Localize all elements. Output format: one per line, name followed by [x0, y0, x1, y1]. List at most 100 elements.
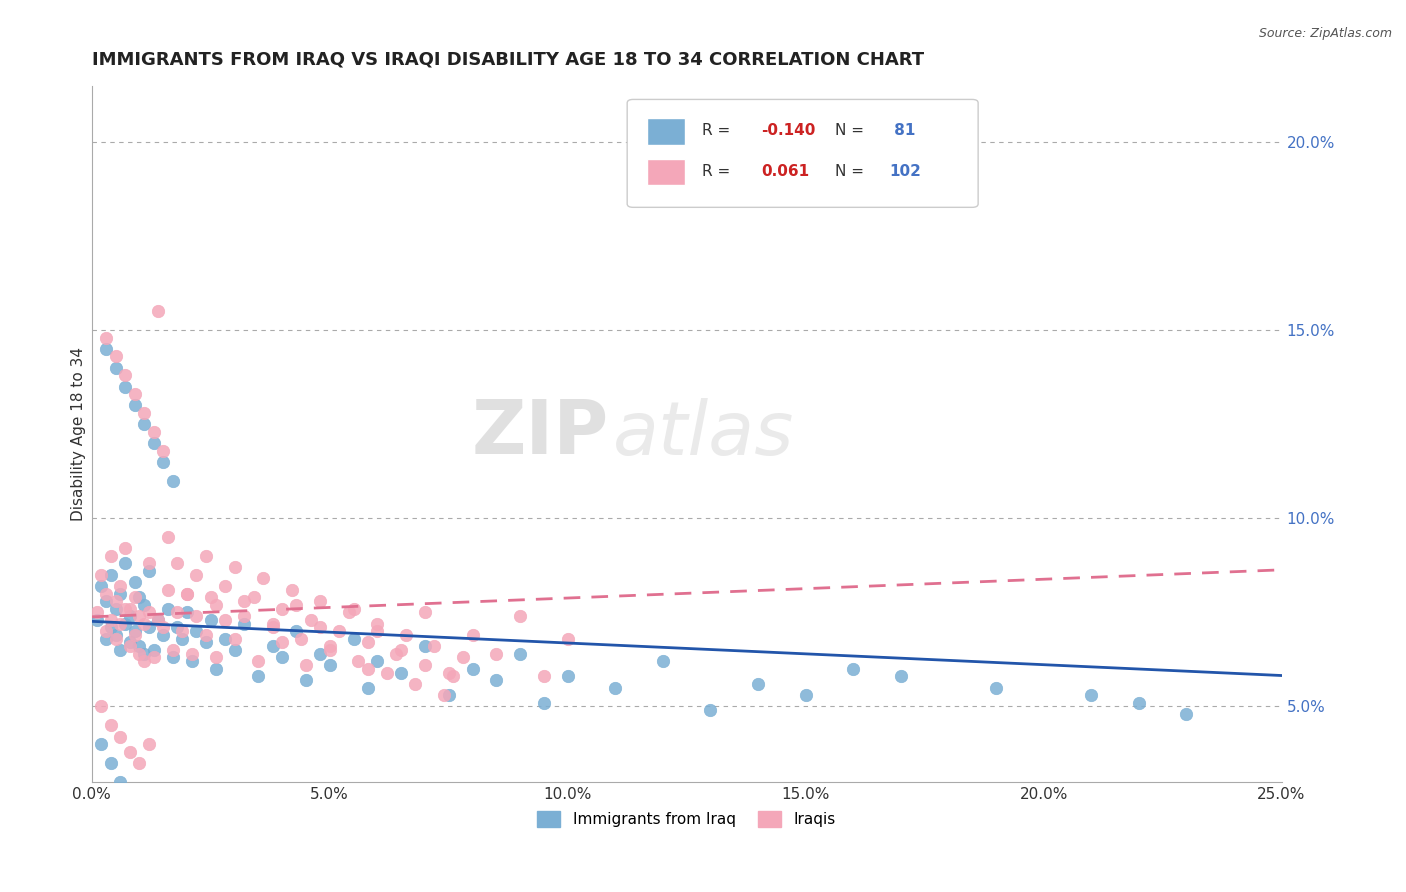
Text: ZIP: ZIP [472, 397, 609, 470]
Point [156, 530, 179, 544]
Point [86, 605, 108, 619]
Point [404, 677, 426, 691]
Text: R =: R = [702, 163, 735, 178]
Point [699, 703, 721, 717]
Point [385, 647, 408, 661]
Y-axis label: Disability Age 18 to 34: Disability Age 18 to 34 [72, 347, 86, 521]
Point [94, 342, 117, 356]
Point [180, 647, 202, 661]
Point [186, 567, 208, 582]
Point [128, 812, 150, 826]
Point [90, 699, 112, 714]
Point [124, 624, 146, 639]
Point [100, 620, 122, 634]
Point [357, 681, 380, 695]
Point [309, 620, 332, 634]
Point [104, 628, 127, 642]
Point [195, 549, 218, 563]
Point [443, 669, 465, 683]
Point [485, 673, 508, 687]
Point [114, 379, 136, 393]
Point [110, 774, 132, 789]
Point [204, 650, 226, 665]
Point [290, 632, 312, 646]
Point [285, 598, 308, 612]
Point [114, 601, 136, 615]
Point [186, 609, 208, 624]
Point [247, 669, 270, 683]
Point [134, 647, 156, 661]
Point [262, 639, 284, 653]
Point [366, 616, 388, 631]
Point [180, 654, 202, 668]
Text: N =: N = [835, 123, 869, 138]
Point [224, 643, 246, 657]
Text: IMMIGRANTS FROM IRAQ VS IRAQI DISABILITY AGE 18 TO 34 CORRELATION CHART: IMMIGRANTS FROM IRAQ VS IRAQI DISABILITY… [91, 51, 924, 69]
Point [1128, 696, 1150, 710]
Point [651, 654, 673, 668]
Point [134, 417, 156, 432]
Point [328, 624, 350, 639]
Point [319, 639, 342, 653]
Point [280, 582, 302, 597]
Point [214, 613, 236, 627]
Point [142, 650, 165, 665]
Text: 81: 81 [889, 123, 915, 138]
Point [156, 582, 179, 597]
Point [90, 737, 112, 751]
Point [605, 681, 627, 695]
Point [172, 632, 194, 646]
Point [413, 605, 436, 619]
Point [124, 398, 146, 412]
Point [166, 557, 188, 571]
Point [413, 639, 436, 653]
Point [176, 605, 198, 619]
Point [319, 643, 342, 657]
Point [142, 436, 165, 450]
Point [118, 601, 141, 615]
Point [247, 654, 270, 668]
Point [104, 360, 127, 375]
Point [252, 571, 274, 585]
Point [271, 601, 294, 615]
Point [110, 586, 132, 600]
Point [200, 613, 222, 627]
Point [295, 673, 318, 687]
Point [118, 609, 141, 624]
Point [509, 647, 531, 661]
Point [747, 677, 769, 691]
Point [271, 650, 294, 665]
Point [295, 658, 318, 673]
Point [94, 331, 117, 345]
Point [100, 549, 122, 563]
Point [128, 639, 150, 653]
Bar [647, 159, 686, 185]
Point [224, 632, 246, 646]
Point [233, 616, 256, 631]
Point [342, 632, 364, 646]
Point [152, 628, 174, 642]
Point [156, 601, 179, 615]
Point [271, 635, 294, 649]
Point [204, 662, 226, 676]
Text: R =: R = [702, 123, 735, 138]
Point [176, 586, 198, 600]
Point [366, 654, 388, 668]
Point [124, 575, 146, 590]
Point [423, 639, 446, 653]
Point [124, 628, 146, 642]
Point [110, 579, 132, 593]
Point [100, 613, 122, 627]
Point [134, 598, 156, 612]
Point [214, 632, 236, 646]
FancyBboxPatch shape [627, 99, 979, 207]
Point [94, 624, 117, 639]
Point [100, 567, 122, 582]
Point [214, 579, 236, 593]
Point [128, 756, 150, 770]
Point [104, 601, 127, 615]
Point [134, 654, 156, 668]
Point [100, 718, 122, 732]
Point [461, 628, 484, 642]
Point [357, 662, 380, 676]
